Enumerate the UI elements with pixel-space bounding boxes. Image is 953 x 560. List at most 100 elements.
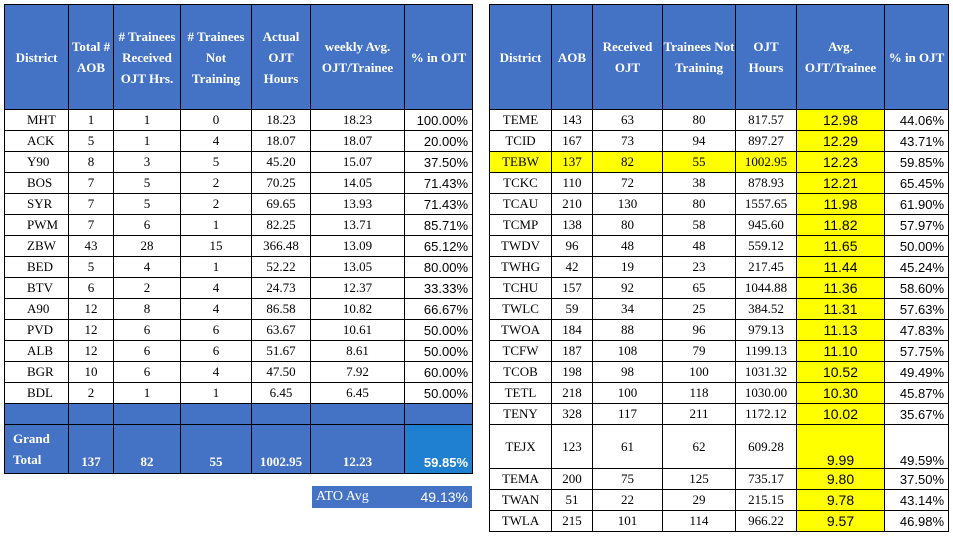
cell-received: 98	[592, 361, 663, 383]
cell-district: TCID	[489, 130, 552, 152]
cell-ojt-hours: 52.22	[251, 256, 311, 278]
header-trainees-not-training: # Trainees Not Training	[180, 4, 252, 110]
header-actual-ojt-hours: Actual OJT Hours	[251, 4, 311, 110]
cell-weekly-avg: 10.82	[310, 298, 405, 320]
cell-aob: 328	[551, 403, 593, 425]
cell-ojt-hours: 86.58	[251, 298, 311, 320]
cell-total-aob: 1	[68, 109, 114, 131]
table-row: TENY 328 117 211 1172.12 10.02 35.67%	[489, 403, 949, 425]
cell-ojt-hours: 63.67	[251, 319, 311, 341]
table-row: ACK 5 1 4 18.07 18.07 20.00%	[4, 130, 473, 152]
cell-ojt-hours: 51.67	[251, 340, 311, 362]
cell-avg: 11.82	[796, 214, 885, 236]
grand-total-row: Grand Total 137 82 55 1002.95 12.23 59.85%	[4, 424, 473, 474]
cell-ojt-hours: 1002.95	[735, 151, 797, 173]
cell-aob: 42	[551, 256, 593, 278]
cell-district: SYR	[4, 193, 69, 215]
cell-received: 1	[113, 109, 181, 131]
cell-avg: 12.21	[796, 172, 885, 194]
cell-received: 80	[592, 214, 663, 236]
table-row: TEBW 137 82 55 1002.95 12.23 59.85%	[489, 151, 949, 173]
cell-pct: 50.00%	[404, 319, 473, 341]
cell-pct: 43.14%	[884, 489, 949, 511]
cell-aob: 138	[551, 214, 593, 236]
cell-ojt-hours: 69.65	[251, 193, 311, 215]
cell-not-training: 125	[662, 468, 736, 490]
cell-weekly-avg: 8.61	[310, 340, 405, 362]
cell-pct: 59.85%	[884, 151, 949, 173]
cell-ojt-hours: 1031.32	[735, 361, 797, 383]
cell-pct: 100.00%	[404, 109, 473, 131]
cell-received: 19	[592, 256, 663, 278]
cell-not-training: 80	[662, 109, 736, 131]
cell-not-training: 23	[662, 256, 736, 278]
header-district: District	[489, 4, 552, 110]
cell-weekly-avg: 13.71	[310, 214, 405, 236]
cell-avg: 10.02	[796, 403, 885, 425]
header-weekly-avg: weekly Avg. OJT/Trainee	[310, 4, 405, 110]
cell-ojt-hours: 1044.88	[735, 277, 797, 299]
cell-ojt-hours: 384.52	[735, 298, 797, 320]
table-row: TCHU 157 92 65 1044.88 11.36 58.60%	[489, 277, 949, 299]
cell-avg: 11.44	[796, 256, 885, 278]
table-row: BOS 7 5 2 70.25 14.05 71.43%	[4, 172, 473, 194]
cell-pct: 66.67%	[404, 298, 473, 320]
cell-ojt-hours: 897.27	[735, 130, 797, 152]
cell-received: 72	[592, 172, 663, 194]
table-row: TCMP 138 80 58 945.60 11.82 57.97%	[489, 214, 949, 236]
cell-total-aob: 7	[68, 193, 114, 215]
cell-district: TETL	[489, 382, 552, 404]
cell-not-training: 58	[662, 214, 736, 236]
cell-weekly-avg: 7.92	[310, 361, 405, 383]
right-district-table: District AOB Received OJT Trainees Not T…	[489, 4, 949, 532]
cell-received: 92	[592, 277, 663, 299]
cell-ojt-hours: 966.22	[735, 510, 797, 532]
cell-received: 108	[592, 340, 663, 362]
cell-not-training: 1	[180, 214, 252, 236]
cell-ojt-hours: 70.25	[251, 172, 311, 194]
cell-pct: 71.43%	[404, 172, 473, 194]
cell-district: TCKC	[489, 172, 552, 194]
cell-not-training: 0	[180, 109, 252, 131]
cell-received: 1	[113, 382, 181, 404]
table-row: TWHG 42 19 23 217.45 11.44 45.24%	[489, 256, 949, 278]
cell-not-training: 94	[662, 130, 736, 152]
cell-not-training: 1	[180, 382, 252, 404]
cell-not-training: 4	[180, 277, 252, 299]
cell-total-aob: 10	[68, 361, 114, 383]
cell-district: TWLA	[489, 510, 552, 532]
cell-pct: 37.50%	[884, 468, 949, 490]
cell-ojt-hours: 82.25	[251, 214, 311, 236]
spacer-cell	[113, 403, 181, 425]
cell-pct: 49.49%	[884, 361, 949, 383]
cell-received: 3	[113, 151, 181, 173]
cell-received: 82	[113, 424, 181, 474]
cell-total-aob: 43	[68, 235, 114, 257]
cell-not-training: 6	[180, 340, 252, 362]
table-row: TCAU 210 130 80 1557.65 11.98 61.90%	[489, 193, 949, 215]
header-received-ojt: Received OJT	[592, 4, 663, 110]
cell-district: TCOB	[489, 361, 552, 383]
cell-district: BDL	[4, 382, 69, 404]
cell-ojt-hours: 215.15	[735, 489, 797, 511]
cell-district: ZBW	[4, 235, 69, 257]
cell-aob: 59	[551, 298, 593, 320]
table-row: PVD 12 6 6 63.67 10.61 50.00%	[4, 319, 473, 341]
cell-not-training: 2	[180, 172, 252, 194]
table-row: BTV 6 2 4 24.73 12.37 33.33%	[4, 277, 473, 299]
cell-district: TEBW	[489, 151, 552, 173]
cell-weekly-avg: 12.37	[310, 277, 405, 299]
header-pct-in-ojt: % in OJT	[404, 4, 473, 110]
ato-avg-label: ATO Avg	[312, 486, 404, 508]
cell-weekly-avg: 18.07	[310, 130, 405, 152]
ato-avg-box: ATO Avg 49.13%	[312, 486, 472, 508]
cell-aob: 137	[551, 151, 593, 173]
cell-received: 28	[113, 235, 181, 257]
left-district-table: District Total # AOB # Trainees Received…	[4, 4, 473, 474]
table-row: TWLC 59 34 25 384.52 11.31 57.63%	[489, 298, 949, 320]
cell-ojt-hours: 979.13	[735, 319, 797, 341]
cell-received: 48	[592, 235, 663, 257]
cell-ojt-hours: 878.93	[735, 172, 797, 194]
cell-not-training: 38	[662, 172, 736, 194]
header-ojt-hours: OJT Hours	[735, 4, 797, 110]
